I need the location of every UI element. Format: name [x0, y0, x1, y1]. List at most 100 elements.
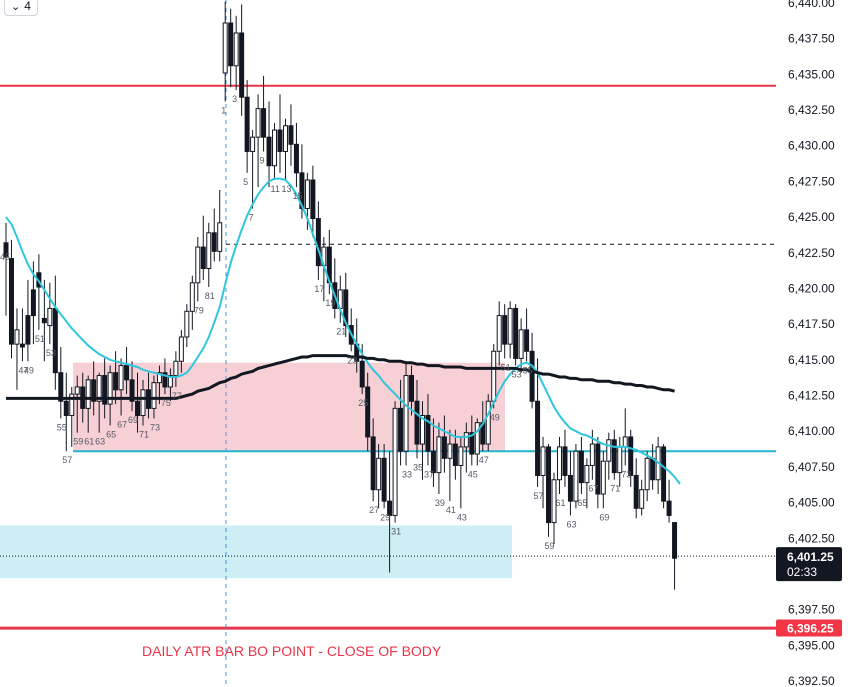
- candle: [376, 444, 382, 509]
- candle: [507, 301, 513, 359]
- bar-number-label: 17: [314, 284, 324, 294]
- candle: [129, 361, 135, 412]
- y-tick-label: 6,405.00: [788, 496, 835, 510]
- bar-number-label: 59: [73, 437, 83, 447]
- candle: [337, 275, 343, 323]
- bar-number-label: 39: [435, 498, 445, 508]
- candle: [228, 8, 234, 88]
- candle: [513, 304, 519, 366]
- y-tick-label: 6,440.00: [788, 0, 835, 10]
- chevron-down-icon: ⌄: [11, 0, 21, 13]
- candle: [611, 429, 617, 480]
- candle: [436, 422, 442, 495]
- bar-number-label: 55: [57, 422, 67, 432]
- candle: [496, 301, 502, 366]
- candle: [398, 379, 404, 466]
- candle: [452, 429, 458, 480]
- bar-number-label: 75: [161, 398, 171, 408]
- bar-number-label: 27: [369, 505, 379, 515]
- candle: [282, 118, 288, 180]
- y-tick-label: 6,407.50: [788, 460, 835, 474]
- candle: [206, 222, 212, 288]
- y-tick-label: 6,420.00: [788, 281, 835, 295]
- bar-number-label: 25: [358, 398, 368, 408]
- candle: [595, 436, 601, 509]
- candle: [288, 104, 294, 166]
- y-tick-label: 6,437.50: [788, 32, 835, 46]
- bar-number-label: 43: [457, 512, 467, 522]
- candle: [655, 436, 661, 495]
- candle: [392, 401, 398, 523]
- bar-number-label: 57: [534, 491, 544, 501]
- candle: [666, 479, 672, 523]
- ema-slow-line: [6, 354, 675, 400]
- candle: [239, 4, 245, 116]
- candle: [644, 451, 650, 502]
- bar-number-label: 67: [588, 484, 598, 494]
- y-tick-label: 6,422.50: [788, 246, 835, 260]
- bar-number-label: 5: [243, 177, 248, 187]
- candle: [474, 418, 480, 466]
- candle: [293, 122, 299, 188]
- candle: [178, 329, 184, 373]
- annotation-text: DAILY ATR BAR BO POINT - CLOSE OF BODY: [142, 643, 442, 659]
- candle: [217, 189, 223, 262]
- bar-number-label: 69: [599, 512, 609, 522]
- candle: [19, 308, 25, 362]
- candle: [14, 308, 20, 390]
- bar-number-label: 65: [106, 430, 116, 440]
- candle: [3, 222, 9, 316]
- candle: [463, 422, 469, 473]
- bar-number-label: 55: [523, 365, 533, 375]
- zones-layer: [0, 362, 512, 579]
- bar-number-label: 13: [281, 184, 291, 194]
- bar-number-label: 11: [271, 184, 280, 194]
- candle: [272, 122, 278, 180]
- candle: [52, 275, 58, 390]
- candle: [370, 418, 376, 502]
- bar-number-label: 21: [336, 327, 346, 337]
- y-tick-label: 6,412.50: [788, 389, 835, 403]
- candle: [140, 379, 146, 426]
- bar-number-label: 41: [446, 505, 456, 515]
- bar-number-label: 9: [260, 155, 265, 165]
- candle: [672, 522, 678, 590]
- candle: [255, 94, 261, 188]
- bar-number-label: 29: [380, 512, 390, 522]
- bar-number-label: 49: [490, 412, 500, 422]
- bar-number-label: 67: [117, 420, 127, 430]
- bar-number-label: 35: [413, 462, 423, 472]
- candle: [409, 365, 415, 416]
- candle: [546, 444, 552, 537]
- bar-number-label: 61: [84, 437, 94, 447]
- y-tick-label: 6,430.00: [788, 139, 835, 153]
- bar-number-label: 47: [479, 455, 489, 465]
- bar-number-label: 33: [402, 469, 412, 479]
- candle: [628, 429, 634, 487]
- bar-number-label: 19: [325, 298, 335, 308]
- y-tick-label: 6,395.00: [788, 638, 835, 652]
- interval-dropdown[interactable]: ⌄ 4: [4, 0, 38, 16]
- bar-number-label: 73: [150, 422, 160, 432]
- candle: [102, 358, 108, 419]
- candle: [85, 375, 91, 433]
- candle: [567, 451, 573, 516]
- candle: [600, 451, 606, 509]
- candle: [96, 372, 102, 433]
- candle: [425, 394, 431, 466]
- candle: [343, 272, 349, 338]
- y-tick-label: 6,402.50: [788, 531, 835, 545]
- bar-number-label: 47: [18, 365, 28, 375]
- bar-number-label: 37: [424, 469, 434, 479]
- bar-number-label: 51: [35, 334, 45, 344]
- candle: [524, 308, 530, 362]
- candle: [200, 215, 206, 280]
- candle: [74, 375, 80, 433]
- candle: [63, 372, 69, 452]
- bar-number-label: 3: [232, 94, 237, 104]
- candle: [211, 208, 217, 262]
- level-price-badge: [776, 619, 842, 637]
- candle: [447, 429, 453, 502]
